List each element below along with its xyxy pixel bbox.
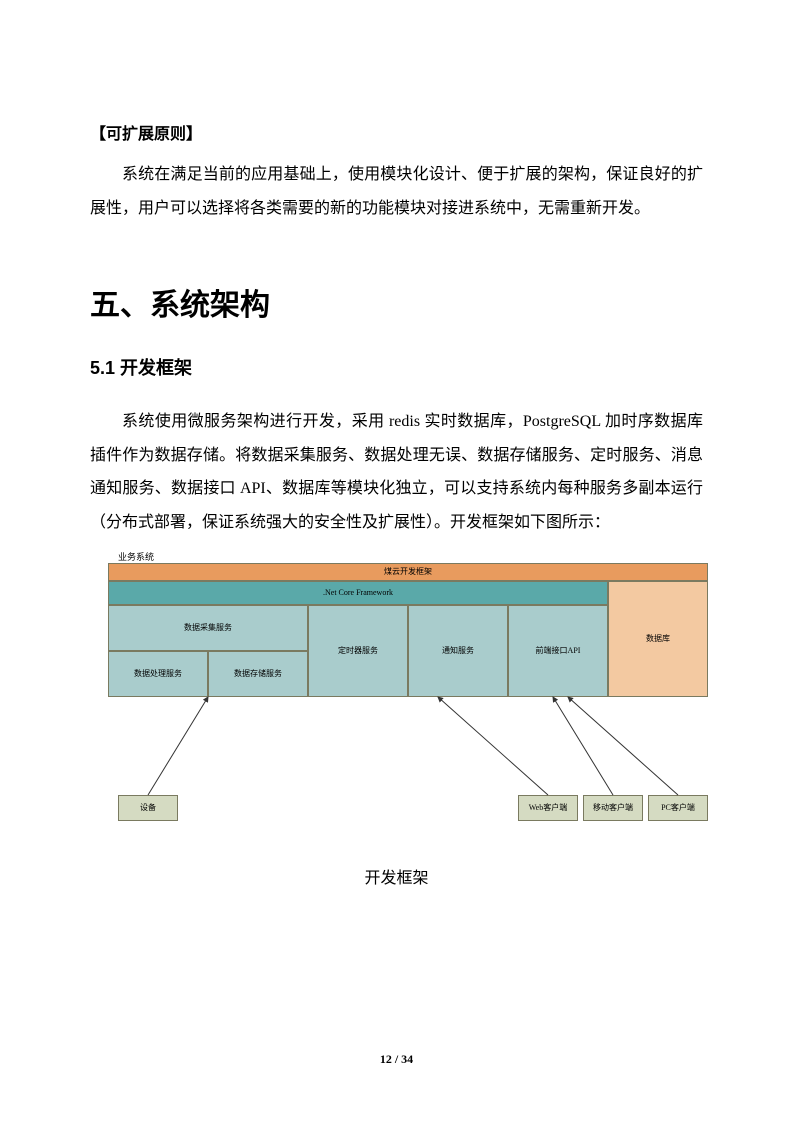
diagram-bottom-box: 设备: [118, 795, 178, 821]
heading-1: 五、系统架构: [90, 280, 703, 324]
diagram-bottom-box: 移动客户端: [583, 795, 643, 821]
diagram-row4b: 数据存储服务: [208, 651, 308, 697]
paragraph-1: 系统在满足当前的应用基础上，使用模块化设计、便于扩展的架构，保证良好的扩展性，用…: [90, 158, 703, 225]
diagram-row1: 煤云开发框架: [108, 563, 708, 581]
heading-2: 5.1 开发框架: [90, 354, 703, 380]
diagram-row3b: 定时器服务: [308, 605, 408, 697]
diagram-row3c: 通知服务: [408, 605, 508, 697]
architecture-diagram: 业务系统 煤云开发框架 .Net Core Framework 数据采集服务 定…: [108, 550, 708, 850]
diagram-bottom-box: Web客户端: [518, 795, 578, 821]
section-title: 【可扩展原则】: [90, 120, 703, 144]
diagram-row2: .Net Core Framework: [108, 581, 608, 605]
diagram-label-top: 业务系统: [118, 550, 154, 563]
diagram-caption: 开发框架: [90, 864, 703, 888]
diagram-row4a: 数据处理服务: [108, 651, 208, 697]
page-footer: 12 / 34: [0, 1052, 793, 1067]
diagram-db: 数据库: [608, 581, 708, 697]
diagram-row3a: 数据采集服务: [108, 605, 308, 651]
diagram-bottom-box: PC客户端: [648, 795, 708, 821]
diagram-row3d: 前端接口API: [508, 605, 608, 697]
paragraph-2: 系统使用微服务架构进行开发，采用 redis 实时数据库，PostgreSQL …: [90, 405, 703, 539]
